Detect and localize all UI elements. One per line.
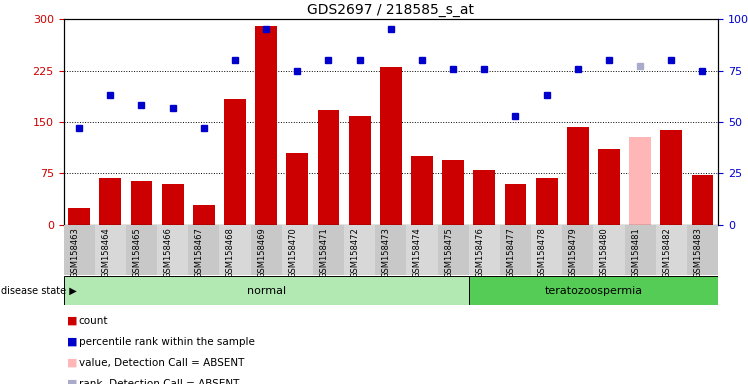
Text: GSM158481: GSM158481 [631,227,640,278]
Bar [188,225,219,275]
Bar [536,178,557,225]
Bar [344,225,375,275]
Text: GSM158472: GSM158472 [351,227,360,278]
Text: normal: normal [247,286,286,296]
Text: GSM158465: GSM158465 [132,227,141,278]
Bar [593,225,625,275]
Text: GSM158482: GSM158482 [662,227,671,278]
Bar [375,225,406,275]
Text: GSM158477: GSM158477 [506,227,515,278]
Bar [687,225,718,275]
Bar [473,170,495,225]
Bar [625,225,656,275]
Text: GSM158467: GSM158467 [194,227,203,278]
Text: GSM158475: GSM158475 [444,227,453,278]
Text: rank, Detection Call = ABSENT: rank, Detection Call = ABSENT [79,379,239,384]
Bar [68,207,90,225]
Bar [126,225,157,275]
Bar [282,225,313,275]
Bar [224,99,246,225]
Text: GSM158470: GSM158470 [288,227,297,278]
Bar [313,225,344,275]
Text: GSM158463: GSM158463 [70,227,79,278]
Text: GSM158468: GSM158468 [226,227,235,278]
Bar [219,225,251,275]
Text: GSM158469: GSM158469 [257,227,266,278]
Bar [656,225,687,275]
Bar [505,184,527,225]
Text: GSM158474: GSM158474 [413,227,422,278]
Bar [629,137,651,225]
Bar [251,225,282,275]
Text: GSM158483: GSM158483 [693,227,702,278]
Text: GSM158478: GSM158478 [538,227,547,278]
Text: count: count [79,316,108,326]
Bar [162,184,183,225]
Bar [255,26,277,225]
Text: teratozoospermia: teratozoospermia [545,286,643,296]
Text: GSM158471: GSM158471 [319,227,328,278]
Bar [131,182,153,225]
Text: ■: ■ [67,337,78,347]
Bar [64,276,469,305]
Text: disease state ▶: disease state ▶ [1,286,77,296]
Bar [567,127,589,225]
Bar [380,67,402,225]
Bar [562,225,593,275]
Text: ■: ■ [67,358,78,368]
Text: GSM158480: GSM158480 [600,227,609,278]
Bar [660,130,682,225]
Bar [500,225,531,275]
Text: value, Detection Call = ABSENT: value, Detection Call = ABSENT [79,358,244,368]
Text: GSM158473: GSM158473 [381,227,390,278]
Bar [469,225,500,275]
Bar [531,225,562,275]
Text: percentile rank within the sample: percentile rank within the sample [79,337,254,347]
Bar [318,109,340,225]
Bar [64,225,95,275]
Bar [95,225,126,275]
Bar [442,160,464,225]
Bar [406,225,438,275]
Bar [193,205,215,225]
Text: ■: ■ [67,379,78,384]
Bar [99,178,121,225]
Bar [286,153,308,225]
Text: GSM158479: GSM158479 [568,227,577,278]
Text: GSM158476: GSM158476 [475,227,484,278]
Bar [349,116,370,225]
Bar [157,225,188,275]
Text: GSM158466: GSM158466 [164,227,173,278]
Bar [469,276,718,305]
Bar [598,149,620,225]
Bar [411,156,433,225]
Bar [438,225,469,275]
Title: GDS2697 / 218585_s_at: GDS2697 / 218585_s_at [307,3,474,17]
Text: ■: ■ [67,316,78,326]
Text: GSM158464: GSM158464 [101,227,111,278]
Bar [692,175,714,225]
